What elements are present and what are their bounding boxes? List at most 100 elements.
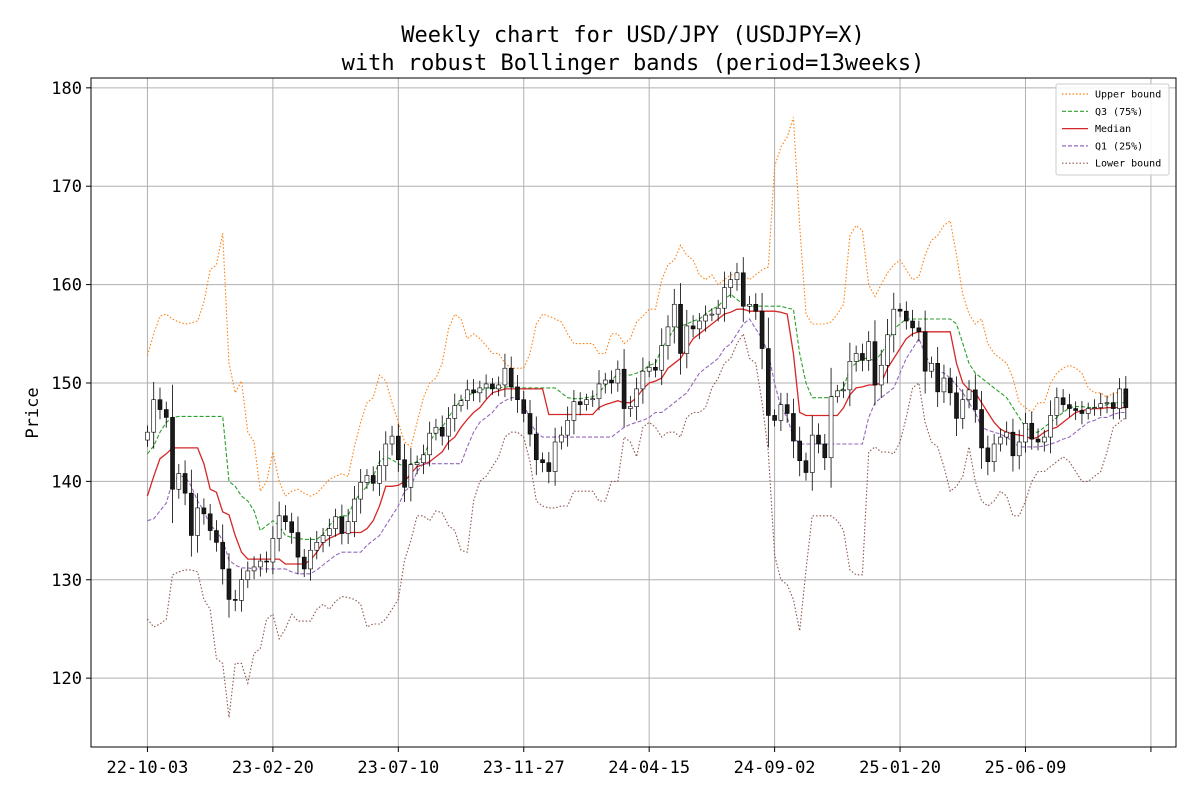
candle-up <box>665 326 671 346</box>
candle-down <box>609 379 614 384</box>
candle-down <box>621 368 627 409</box>
candle-up <box>866 341 871 361</box>
candle-down <box>797 440 803 462</box>
chart-title-line-1: Weekly chart for USD/JPY (USDJPY=X) <box>401 23 865 48</box>
y-tick-label: 170 <box>51 177 82 197</box>
candle-up <box>421 454 426 463</box>
candle-up <box>602 379 608 385</box>
candle-down <box>189 492 194 536</box>
candle-up <box>778 404 784 421</box>
candle-down <box>772 415 777 421</box>
candle-down <box>910 320 915 329</box>
candle-down <box>947 377 953 394</box>
candle-down <box>295 532 301 558</box>
candle-up <box>414 462 420 465</box>
candle-up <box>828 396 834 459</box>
candle-up <box>1048 415 1053 438</box>
candle-down <box>521 399 527 414</box>
candle-up <box>552 441 558 472</box>
candle-up <box>1041 436 1047 443</box>
candle-up <box>966 389 972 401</box>
candle-up <box>960 399 966 419</box>
legend-box <box>1055 83 1170 176</box>
legend-label: Q3 (75%) <box>1095 107 1143 118</box>
candle-down <box>753 303 759 312</box>
candle-up <box>383 443 389 466</box>
candle-down <box>1060 397 1066 405</box>
candle-up <box>941 377 947 393</box>
candle-down <box>214 530 219 543</box>
candle-down <box>653 366 658 371</box>
candle-down <box>759 310 765 349</box>
legend-label: Upper bound <box>1095 90 1161 101</box>
candle-up <box>991 443 997 462</box>
candle-down <box>922 331 928 372</box>
candle-up <box>646 366 652 372</box>
candle-down <box>784 404 790 414</box>
candle-down <box>533 433 539 461</box>
x-tick-label: 24-09-02 <box>734 758 816 778</box>
candle-down <box>1123 388 1129 408</box>
y-tick-label: 120 <box>51 669 82 689</box>
candle-down <box>904 310 909 322</box>
candle-down <box>508 367 514 388</box>
candle-up <box>747 303 752 307</box>
candle-up <box>151 399 157 433</box>
x-tick-label: 22-10-03 <box>106 758 188 778</box>
y-axis-label: Price <box>23 387 43 438</box>
candle-up <box>684 325 690 354</box>
candle-down <box>1029 423 1035 440</box>
candle-down <box>339 516 345 534</box>
candle-down <box>577 401 583 405</box>
candle-up <box>308 549 313 570</box>
candle-up <box>477 387 483 394</box>
candle-up <box>703 314 708 322</box>
candle-up <box>427 432 432 456</box>
candle-down <box>740 272 746 307</box>
candle-up <box>408 464 414 488</box>
candle-up <box>891 308 897 336</box>
candle-up <box>634 388 639 407</box>
candle-up <box>1054 397 1060 416</box>
candle-up <box>1092 407 1097 409</box>
candle-down <box>954 392 959 419</box>
candle-up <box>1085 408 1091 414</box>
candle-up <box>841 389 846 392</box>
candle-down <box>816 434 821 445</box>
candle-up <box>176 473 182 490</box>
candle-down <box>157 399 163 410</box>
band-lower <box>146 332 1127 718</box>
candle-up <box>715 307 721 315</box>
legend-label: Lower bound <box>1095 159 1161 170</box>
candle-up <box>659 345 665 371</box>
candle-up <box>320 535 326 543</box>
candle-up <box>452 405 458 419</box>
candle-down <box>396 435 401 461</box>
candle-down <box>690 325 696 330</box>
candle-up <box>571 401 577 421</box>
candle-up <box>722 287 727 309</box>
candle-down <box>540 459 545 463</box>
candle-up <box>352 498 357 523</box>
candle-up <box>327 528 332 536</box>
candle-down <box>490 383 495 390</box>
y-tick-label: 160 <box>51 276 82 296</box>
x-tick-label: 23-02-20 <box>232 758 314 778</box>
candle-down <box>515 386 520 401</box>
candle-down <box>1010 431 1016 457</box>
candle-down <box>803 460 809 473</box>
x-tick-label: 23-07-10 <box>357 758 439 778</box>
candle-up <box>878 364 884 386</box>
y-tick-label: 150 <box>51 374 82 394</box>
candle-up <box>245 570 251 581</box>
candle-down <box>791 413 796 442</box>
candle-up <box>929 363 934 372</box>
candle-up <box>847 361 853 391</box>
y-axis: 120 130 140 150 160 170 180 <box>51 79 91 689</box>
candle-up <box>596 383 602 400</box>
candle-up <box>333 516 338 529</box>
candle-up <box>358 482 363 500</box>
candle-up <box>615 368 621 384</box>
candle-down <box>182 473 188 494</box>
